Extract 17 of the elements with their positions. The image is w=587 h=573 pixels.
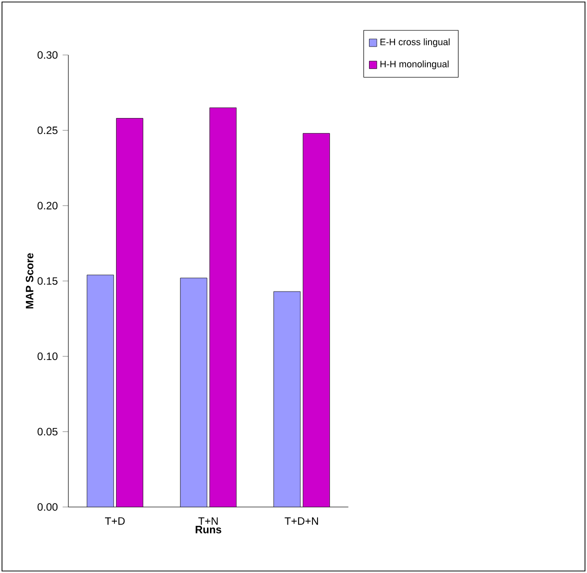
y-tick-label: 0.10 [38,352,58,360]
bar [273,291,301,507]
legend-label: E-H cross lingual [380,38,450,48]
x-tick-label: T+D+N [284,517,318,525]
x-tick-label: T+N [198,517,218,525]
y-tick-label: 0.20 [38,202,58,210]
y-tick-label: 0.15 [38,277,58,285]
y-tick-label: 0.30 [38,51,58,59]
y-tick-label: 0.25 [38,126,58,134]
y-axis-title: MAP Score [26,253,34,308]
x-axis-title: Runs [196,526,222,534]
x-tick-label: T+D [105,517,125,525]
y-tick-label: 0.00 [38,503,58,511]
bar [87,274,114,507]
y-tick-label: 0.05 [38,428,58,436]
bar [180,278,207,507]
legend-label: H-H monolingual [380,60,449,70]
